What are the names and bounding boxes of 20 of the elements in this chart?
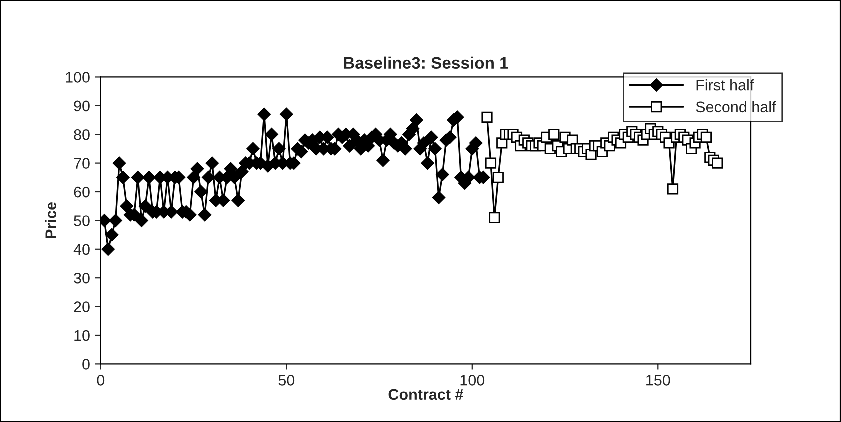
y-tick-label: 90	[74, 100, 90, 112]
x-tick-label: 50	[278, 375, 295, 386]
y-tick-label: 0	[82, 359, 90, 370]
legend-label: Second half	[696, 101, 776, 113]
y-tick-label: 70	[74, 158, 90, 169]
y-tick-label: 10	[74, 330, 90, 342]
y-tick-label: 50	[74, 216, 90, 226]
y-tick-label: 20	[74, 302, 90, 312]
y-tick-label: 40	[74, 244, 90, 256]
x-tick-label: 0	[97, 375, 105, 386]
y-tick-label: 60	[74, 186, 90, 198]
y-tick-label: 100	[66, 72, 90, 83]
chart-title: Baseline3: Session 1	[344, 56, 508, 70]
x-tick-label: 100	[460, 375, 485, 386]
y-axis-title: Price	[45, 202, 56, 238]
y-tick-label: 80	[74, 129, 90, 140]
x-tick-label: 150	[646, 375, 670, 386]
y-tick-label: 30	[74, 272, 90, 284]
x-axis-title: Contract #	[388, 389, 464, 400]
legend-label: First half	[696, 80, 754, 91]
